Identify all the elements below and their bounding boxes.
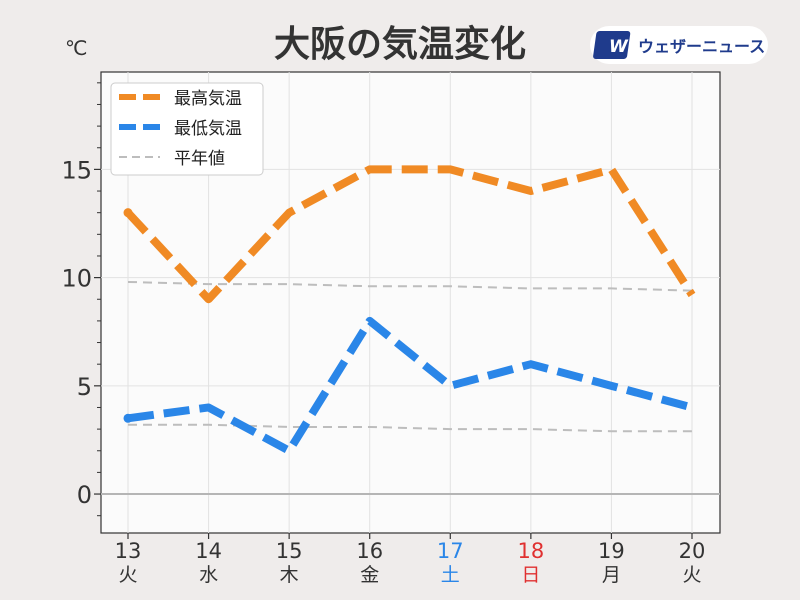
svg-text:WN: WN [609,37,642,57]
y-tick-label: 0 [77,481,92,509]
x-tick-label-weekday: 月 [602,564,621,586]
y-tick-label: 5 [77,373,92,401]
x-tick-label-date: 16 [356,539,383,563]
grid-lines [101,72,720,533]
x-tick-label-weekday: 火 [682,564,701,586]
series-line-normal [128,423,692,433]
series-lines [123,165,696,455]
y-tick-label: 10 [61,265,92,293]
brand-badge: WN ウェザーニュース [590,26,768,64]
svg-text:平年値: 平年値 [174,149,225,169]
svg-text:最高気温: 最高気温 [174,89,242,109]
x-tick-label-date: 20 [679,539,706,563]
x-tick-label-weekday: 金 [360,564,379,586]
x-tick-label-weekday: 土 [441,564,460,586]
data-point-max [123,208,133,218]
x-tick-label-weekday: 水 [199,564,218,586]
chart-title: 大阪の気温変化 [274,23,526,65]
legend-box [110,82,264,176]
legend-item-min: 最低気温 [119,119,242,139]
data-point-min [123,413,133,423]
x-tick-label-date: 13 [115,539,142,563]
series-line-normal [127,280,693,292]
y-tick-label: 15 [61,156,92,184]
svg-text:最低気温: 最低気温 [174,119,242,139]
x-tick-label-weekday: 火 [118,564,137,586]
legend-item-normal: 平年値 [119,149,225,169]
series-line-max [125,165,696,304]
x-tick-label-date: 19 [598,539,625,563]
brand-name: ウェザーニュース [638,37,765,56]
weathernews-logo-icon: WN [593,31,642,59]
x-tick-label-weekday: 日 [521,564,540,586]
x-tick-label-date: 14 [195,539,222,563]
x-tick-label-date: 18 [517,539,544,563]
series-line-min [127,316,694,455]
x-tick-label-weekday: 木 [280,564,299,586]
x-tick-label-date: 15 [276,539,303,563]
legend-item-max: 最高気温 [119,89,242,109]
unit-label: ℃ [65,36,87,60]
x-tick-label-date: 17 [437,539,464,563]
legend: 最高気温 最低気温 平年値 [110,82,264,176]
